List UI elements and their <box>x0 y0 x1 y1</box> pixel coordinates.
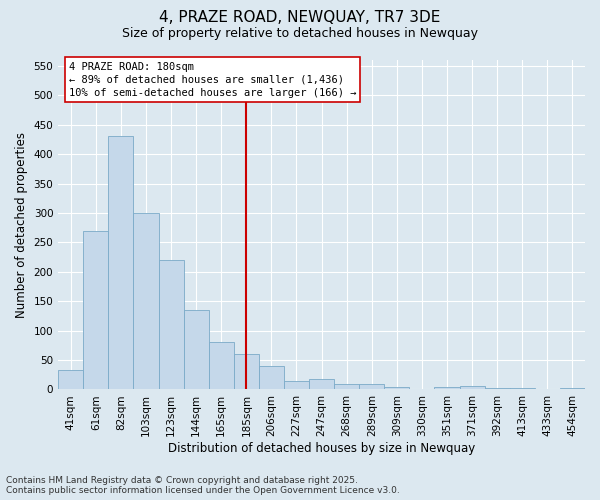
Text: Contains HM Land Registry data © Crown copyright and database right 2025.
Contai: Contains HM Land Registry data © Crown c… <box>6 476 400 495</box>
Text: 4 PRAZE ROAD: 180sqm
← 89% of detached houses are smaller (1,436)
10% of semi-de: 4 PRAZE ROAD: 180sqm ← 89% of detached h… <box>69 62 356 98</box>
Bar <box>158 260 184 390</box>
Bar <box>359 384 385 390</box>
Bar <box>109 136 133 390</box>
Bar <box>284 380 309 390</box>
Bar <box>58 370 83 390</box>
Bar <box>434 386 460 390</box>
Bar <box>485 388 510 390</box>
Bar <box>385 386 409 390</box>
X-axis label: Distribution of detached houses by size in Newquay: Distribution of detached houses by size … <box>168 442 475 455</box>
Bar <box>334 384 359 390</box>
Bar <box>234 354 259 390</box>
Bar <box>133 213 158 390</box>
Bar <box>184 310 209 390</box>
Bar <box>259 366 284 390</box>
Bar <box>209 342 234 390</box>
Bar <box>560 388 585 390</box>
Text: 4, PRAZE ROAD, NEWQUAY, TR7 3DE: 4, PRAZE ROAD, NEWQUAY, TR7 3DE <box>160 10 440 25</box>
Bar <box>460 386 485 390</box>
Bar <box>83 230 109 390</box>
Text: Size of property relative to detached houses in Newquay: Size of property relative to detached ho… <box>122 28 478 40</box>
Bar <box>309 380 334 390</box>
Bar <box>510 388 535 390</box>
Y-axis label: Number of detached properties: Number of detached properties <box>15 132 28 318</box>
